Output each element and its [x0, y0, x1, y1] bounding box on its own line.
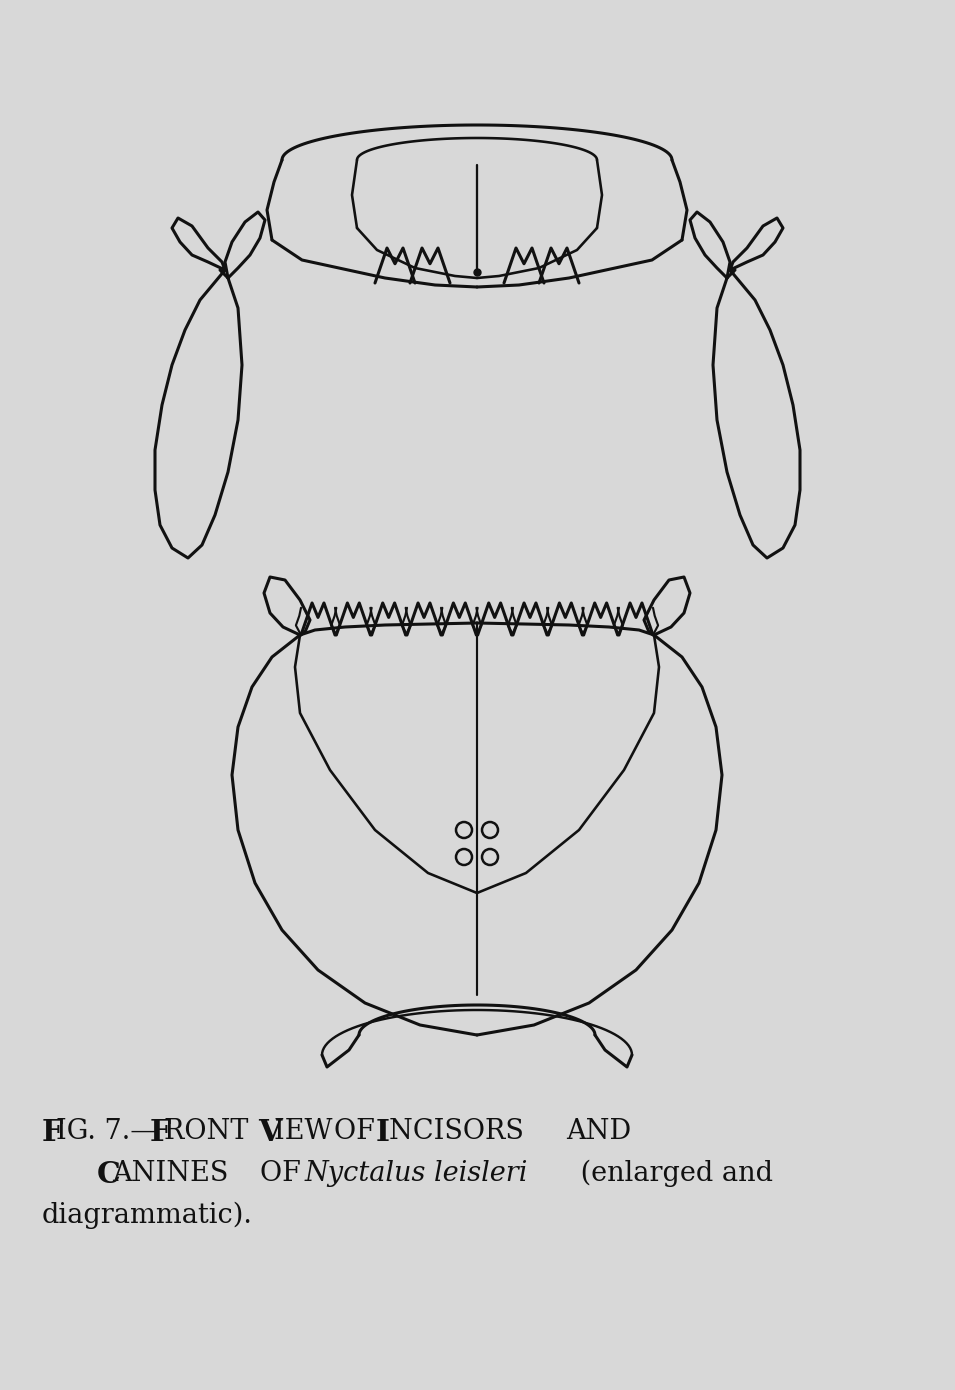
Text: C: C: [97, 1161, 120, 1188]
Text: V: V: [258, 1118, 282, 1147]
Text: OF: OF: [334, 1118, 384, 1145]
Text: (enlarged and: (enlarged and: [572, 1161, 773, 1187]
Text: IG. 7.—: IG. 7.—: [56, 1118, 158, 1145]
Text: IEW: IEW: [274, 1118, 341, 1145]
Text: OF: OF: [260, 1161, 309, 1187]
Text: I: I: [376, 1118, 390, 1147]
Text: Nyctalus leisleri: Nyctalus leisleri: [305, 1161, 528, 1187]
Text: diagrammatic).: diagrammatic).: [42, 1202, 253, 1229]
Text: RONT: RONT: [164, 1118, 257, 1145]
Text: NCISORS: NCISORS: [389, 1118, 533, 1145]
Text: ANINES: ANINES: [112, 1161, 237, 1187]
Text: F: F: [150, 1118, 171, 1147]
Text: AND: AND: [566, 1118, 631, 1145]
Text: F: F: [42, 1118, 63, 1147]
